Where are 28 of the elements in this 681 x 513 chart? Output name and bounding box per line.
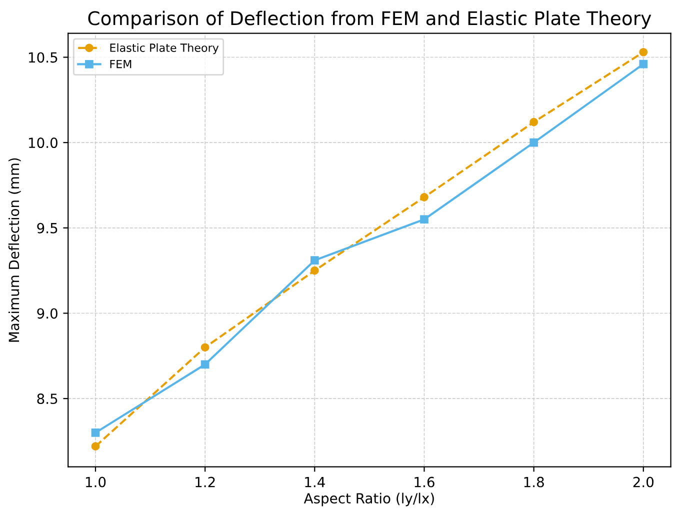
point <box>200 343 210 352</box>
y-tick-label: 10.0 <box>28 138 58 148</box>
point <box>420 215 428 224</box>
point <box>530 138 538 147</box>
x-axis-title: Aspect Ratio (ly/lx) <box>304 492 434 506</box>
legend-label: Elastic Plate Theory <box>110 43 219 54</box>
point <box>420 193 428 202</box>
point <box>639 48 648 56</box>
x-tick-label: 2.0 <box>633 476 654 488</box>
point <box>200 360 210 369</box>
y-tick-label: 9.5 <box>37 222 58 234</box>
legend-label: FEM <box>110 60 132 68</box>
point <box>91 442 100 451</box>
x-tick-label: 1.8 <box>524 476 544 488</box>
point <box>91 428 100 437</box>
point <box>530 118 538 126</box>
x-tick-label: 1.2 <box>196 476 215 488</box>
y-axis-title: Maximum Deflection (mm) <box>8 158 21 342</box>
chart-title: Comparison of Deflection from FEM and Elastic Plate Theory <box>88 10 652 29</box>
x-tick-label: 1.4 <box>305 476 325 488</box>
y-tick-label: 10.5 <box>28 52 58 63</box>
point <box>639 60 648 68</box>
y-tick-label: 9.0 <box>37 308 58 319</box>
x-tick-label: 1.0 <box>86 476 106 488</box>
x-tick-label: 1.6 <box>414 476 434 488</box>
y-tick-label: 8.5 <box>37 394 58 404</box>
point <box>310 266 319 275</box>
point <box>310 256 319 264</box>
